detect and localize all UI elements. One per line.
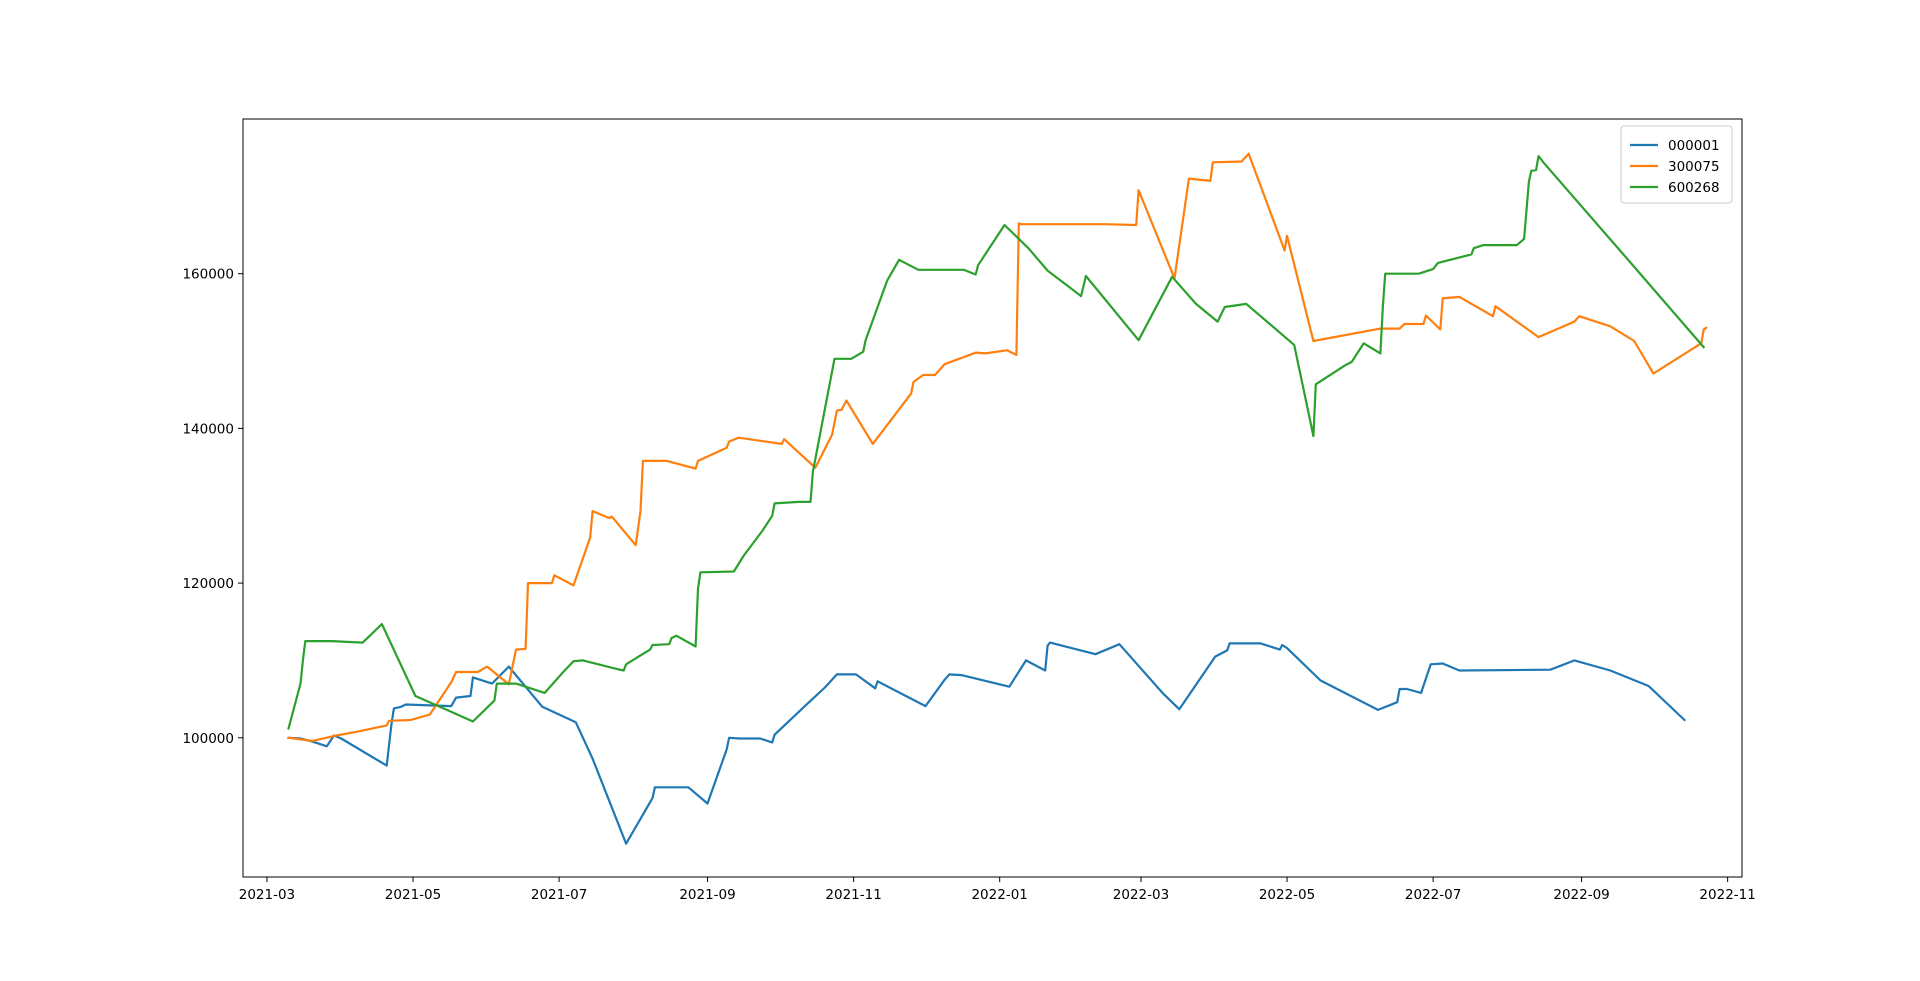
x-tick-label: 2022-03 — [1113, 887, 1169, 903]
x-tick-label: 2021-03 — [239, 887, 295, 903]
series-line-000001 — [287, 641, 1687, 845]
y-tick-label: 160000 — [182, 267, 234, 283]
axes-background — [243, 119, 1742, 877]
series-layer — [287, 152, 1708, 845]
x-tick-label: 2022-01 — [971, 887, 1027, 903]
x-tick-label: 2022-09 — [1553, 887, 1609, 903]
x-tick-label: 2021-09 — [679, 887, 735, 903]
x-tick-label: 2021-05 — [385, 887, 441, 903]
y-tick-label: 120000 — [182, 576, 234, 592]
y-tick-label: 140000 — [182, 421, 234, 437]
x-tick-label: 2021-07 — [531, 887, 587, 903]
x-tick-label: 2022-07 — [1405, 887, 1461, 903]
legend: 000001 300075 600268 — [1620, 125, 1733, 204]
axes-frame — [242, 118, 1743, 878]
x-tick-label: 2021-11 — [825, 887, 881, 903]
legend-label-300075: 300075 — [1668, 159, 1720, 175]
series-line-600268 — [287, 155, 1706, 730]
plot-area — [242, 118, 1743, 878]
x-axis: 2021-03 2021-05 2021-07 2021-09 2021-11 2022-… — [239, 877, 1756, 903]
legend-label-000001: 000001 — [1668, 138, 1720, 154]
y-tick-label: 100000 — [182, 731, 234, 747]
series-line-300075 — [287, 152, 1708, 743]
x-tick-label: 2022-05 — [1259, 887, 1315, 903]
legend-label-600268: 600268 — [1668, 180, 1720, 196]
y-axis: 100000 120000 140000 160000 — [182, 267, 243, 747]
x-tick-label: 2022-11 — [1699, 887, 1755, 903]
